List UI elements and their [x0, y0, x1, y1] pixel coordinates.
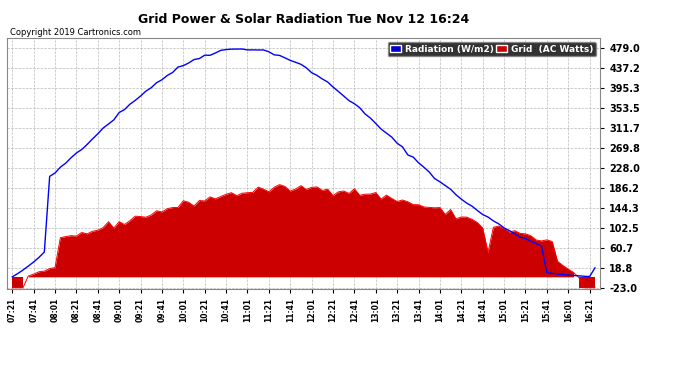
Text: Grid Power & Solar Radiation Tue Nov 12 16:24: Grid Power & Solar Radiation Tue Nov 12 …: [138, 13, 469, 26]
Text: Copyright 2019 Cartronics.com: Copyright 2019 Cartronics.com: [10, 28, 141, 37]
Legend: Radiation (W/m2), Grid  (AC Watts): Radiation (W/m2), Grid (AC Watts): [388, 42, 595, 56]
